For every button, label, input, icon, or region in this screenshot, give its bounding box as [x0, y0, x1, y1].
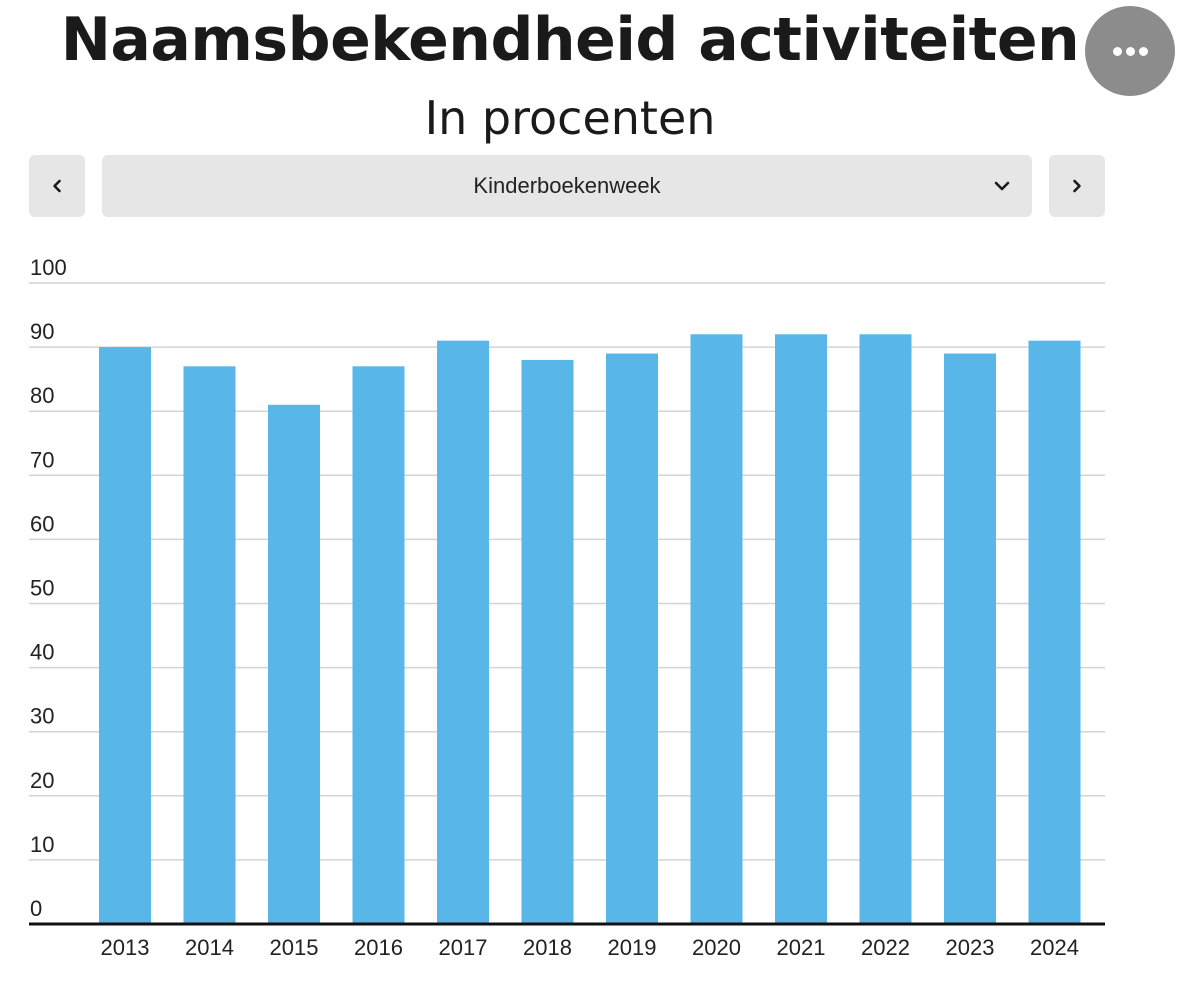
activity-select-value: Kinderboekenweek	[473, 173, 661, 198]
chevron-down-icon	[994, 181, 1010, 191]
x-tick-label: 2017	[439, 935, 488, 960]
x-tick-label: 2018	[523, 935, 572, 960]
more-horizontal-icon	[1112, 46, 1122, 56]
more-options-button[interactable]	[1085, 6, 1175, 96]
chart-subtitle: In procenten	[424, 91, 716, 145]
more-horizontal-icon	[1125, 46, 1135, 56]
bar-chart: 0 10 20 30 40 50 60 70 80 90 100 2013 2014 2015 2016 20…	[29, 255, 1105, 960]
bar	[859, 334, 912, 924]
activity-select[interactable]: Kinderboekenweek	[102, 155, 1032, 217]
bar	[437, 340, 489, 924]
y-tick-label: 40	[30, 640, 54, 665]
bar	[99, 347, 151, 925]
bar	[521, 359, 574, 924]
y-tick-label: 0	[30, 896, 42, 921]
bar	[944, 353, 996, 924]
bar	[690, 334, 743, 924]
x-tick-label: 2014	[185, 935, 234, 960]
y-tick-label: 60	[30, 511, 54, 536]
x-tick-label: 2013	[101, 935, 150, 960]
x-tick-label: 2019	[608, 935, 657, 960]
y-tick-label: 30	[30, 704, 54, 729]
y-tick-label: 10	[30, 832, 54, 857]
bar	[775, 334, 827, 924]
x-tick-label: 2016	[354, 935, 403, 960]
y-tick-label: 80	[30, 383, 54, 408]
x-tick-label: 2024	[1030, 935, 1079, 960]
x-tick-label: 2020	[692, 935, 741, 960]
bar	[183, 366, 236, 924]
previous-activity-button[interactable]	[29, 155, 85, 217]
x-tick-label: 2022	[861, 935, 910, 960]
bar	[606, 353, 658, 924]
chevron-left-icon	[53, 179, 61, 193]
next-activity-button[interactable]	[1049, 155, 1105, 217]
x-tick-label: 2023	[946, 935, 995, 960]
y-tick-label: 20	[30, 768, 54, 793]
y-tick-label: 90	[30, 319, 54, 344]
bar	[1028, 340, 1081, 924]
x-tick-label: 2015	[270, 935, 319, 960]
bar	[268, 404, 320, 924]
chart-title: Naamsbekendheid activiteiten	[60, 5, 1080, 75]
y-tick-label: 50	[30, 576, 54, 601]
bar	[352, 366, 405, 924]
x-tick-label: 2021	[777, 935, 826, 960]
y-tick-label: 100	[30, 255, 67, 280]
y-tick-label: 70	[30, 447, 54, 472]
more-horizontal-icon	[1138, 46, 1148, 56]
chevron-right-icon	[1073, 179, 1081, 193]
